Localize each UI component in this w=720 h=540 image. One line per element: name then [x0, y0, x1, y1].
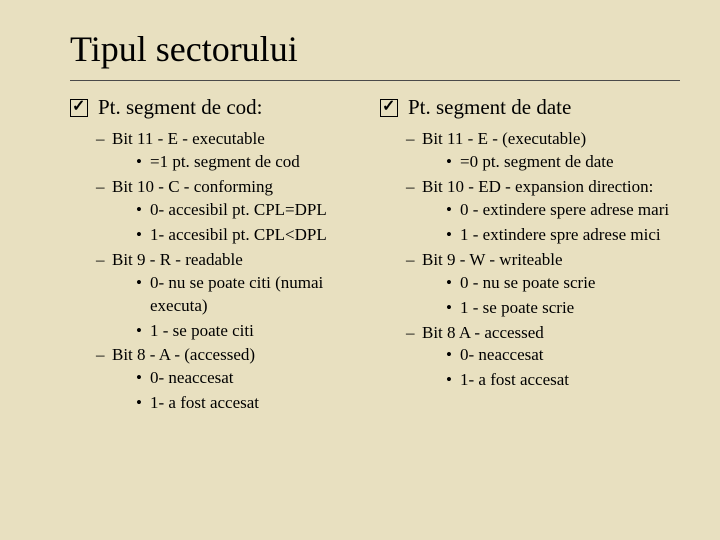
- item-label: Bit 8 - A - (accessed): [112, 345, 255, 364]
- list-item: Bit 9 - R - readable 0- nu se poate citi…: [96, 249, 370, 343]
- sub-item: 1- a fost accesat: [136, 392, 370, 415]
- item-label: Bit 10 - C - conforming: [112, 177, 273, 196]
- sub-item: 0 - extindere spere adrese mari: [446, 199, 680, 222]
- sub-item: 0- accesibil pt. CPL=DPL: [136, 199, 370, 222]
- item-label: Bit 11 - E - (executable): [422, 129, 586, 148]
- list-item: Bit 11 - E - executable =1 pt. segment d…: [96, 128, 370, 174]
- item-label: Bit 10 - ED - expansion direction:: [422, 177, 653, 196]
- item-label: Bit 8 A - accessed: [422, 323, 544, 342]
- item-label: Bit 9 - R - readable: [112, 250, 243, 269]
- right-column: Pt. segment de date Bit 11 - E - (execut…: [380, 95, 680, 417]
- list-item: Bit 10 - C - conforming 0- accesibil pt.…: [96, 176, 370, 247]
- right-heading-text: Pt. segment de date: [408, 95, 571, 120]
- sub-item: 1 - extindere spre adrese mici: [446, 224, 680, 247]
- right-heading-bullet: Pt. segment de date: [380, 95, 680, 120]
- sub-list: =0 pt. segment de date: [422, 151, 680, 174]
- item-label: Bit 11 - E - executable: [112, 129, 265, 148]
- sub-item: 0- nu se poate citi (numai executa): [136, 272, 370, 318]
- sub-list: 0 - nu se poate scrie 1 - se poate scrie: [422, 272, 680, 320]
- sub-item: 1- accesibil pt. CPL<DPL: [136, 224, 370, 247]
- checkbox-icon: [380, 99, 398, 117]
- list-item: Bit 8 - A - (accessed) 0- neaccesat 1- a…: [96, 344, 370, 415]
- sub-item: 0 - nu se poate scrie: [446, 272, 680, 295]
- item-label: Bit 9 - W - writeable: [422, 250, 563, 269]
- list-item: Bit 10 - ED - expansion direction: 0 - e…: [406, 176, 680, 247]
- columns: Pt. segment de cod: Bit 11 - E - executa…: [70, 95, 680, 417]
- title-rule: [70, 80, 680, 81]
- list-item: Bit 9 - W - writeable 0 - nu se poate sc…: [406, 249, 680, 320]
- slide-title: Tipul sectorului: [70, 28, 680, 74]
- list-item: Bit 11 - E - (executable) =0 pt. segment…: [406, 128, 680, 174]
- slide: Tipul sectorului Pt. segment de cod: Bit…: [0, 0, 720, 540]
- checkbox-icon: [70, 99, 88, 117]
- left-list: Bit 11 - E - executable =1 pt. segment d…: [70, 128, 370, 415]
- right-list: Bit 11 - E - (executable) =0 pt. segment…: [380, 128, 680, 392]
- sub-list: 0- nu se poate citi (numai executa) 1 - …: [112, 272, 370, 343]
- sub-item: 0- neaccesat: [136, 367, 370, 390]
- sub-item: 1- a fost accesat: [446, 369, 680, 392]
- sub-list: 0- neaccesat 1- a fost accesat: [112, 367, 370, 415]
- left-heading-text: Pt. segment de cod:: [98, 95, 262, 120]
- sub-item: 0- neaccesat: [446, 344, 680, 367]
- sub-list: 0 - extindere spere adrese mari 1 - exti…: [422, 199, 680, 247]
- left-column: Pt. segment de cod: Bit 11 - E - executa…: [70, 95, 370, 417]
- sub-item: =0 pt. segment de date: [446, 151, 680, 174]
- sub-list: 0- accesibil pt. CPL=DPL 1- accesibil pt…: [112, 199, 370, 247]
- list-item: Bit 8 A - accessed 0- neaccesat 1- a fos…: [406, 322, 680, 393]
- sub-item: =1 pt. segment de cod: [136, 151, 370, 174]
- left-heading-bullet: Pt. segment de cod:: [70, 95, 370, 120]
- sub-list: 0- neaccesat 1- a fost accesat: [422, 344, 680, 392]
- sub-item: 1 - se poate scrie: [446, 297, 680, 320]
- sub-item: 1 - se poate citi: [136, 320, 370, 343]
- sub-list: =1 pt. segment de cod: [112, 151, 370, 174]
